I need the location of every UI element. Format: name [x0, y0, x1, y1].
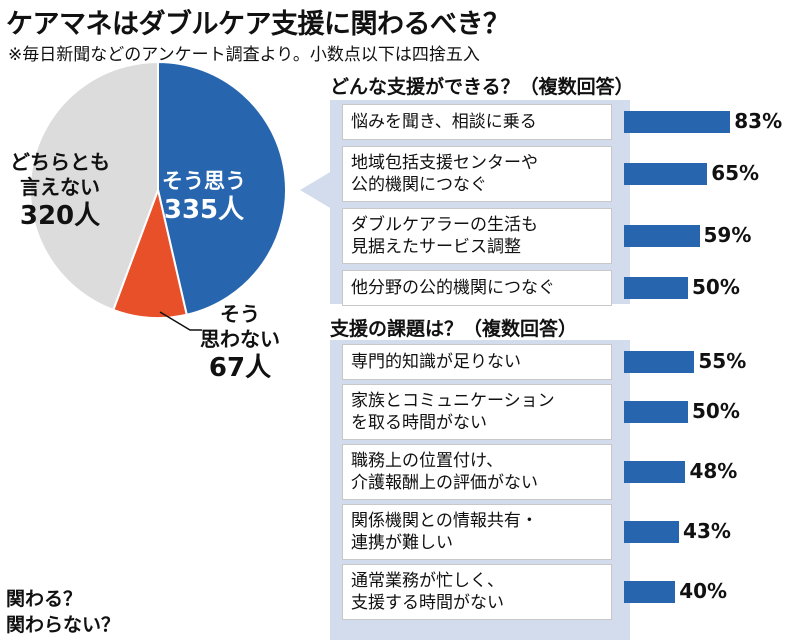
issue-bar — [624, 521, 680, 543]
issue-bar — [624, 401, 688, 423]
pie-slice-neutral — [29, 60, 159, 312]
support-section-title: どんな支援ができる？（複数回答） — [330, 76, 634, 98]
support-category-label: 悩みを聞き、相談に乗る — [342, 104, 612, 140]
chart-subtitle: ※毎日新聞などのアンケート調査より。小数点以下は四捨五入 — [8, 45, 480, 65]
issue-bar-value-label: 55% — [698, 349, 747, 373]
issue-bar-value-label: 50% — [692, 399, 740, 423]
issue-bar-value-label: 40% — [679, 579, 728, 603]
issue-bar — [624, 351, 695, 373]
issue-category-label: 家族とコミュニケーション を取る時間がない — [342, 384, 612, 440]
pie-slice-yes — [157, 60, 287, 316]
issue-bar — [624, 581, 676, 603]
pie-label-neutral-text-2: 言えない — [20, 175, 100, 199]
support-category-label: 他分野の公的機関につなぐ — [342, 270, 612, 306]
support-bar — [624, 111, 731, 133]
chart-title: ケアマネはダブルケア支援に関わるべき？ — [6, 9, 510, 40]
support-bar — [624, 225, 700, 247]
issue-category-label: 通常業務が忙しく、 支援する時間がない — [342, 564, 612, 620]
support-bar — [624, 277, 688, 299]
issues-section-title: 支援の課題は？（複数回答） — [330, 318, 578, 340]
support-bar — [624, 163, 708, 185]
support-category-label: ダブルケアラーの生活も 見据えたサービス調整 — [342, 208, 612, 264]
issue-category-label: 職務上の位置付け、 介護報酬上の評価がない — [342, 444, 612, 500]
issue-bar — [624, 461, 686, 483]
pie-label-yes: そう思う 335人 — [162, 168, 246, 227]
pie-label-yes-text: そう思う — [162, 169, 246, 193]
pie-label-yes-count: 335人 — [163, 195, 245, 226]
pie-label-no-count: 67人 — [208, 353, 272, 383]
issue-bar-value-label: 48% — [689, 459, 738, 483]
support-bar-value-label: 50% — [692, 275, 740, 299]
support-bar-value-label: 83% — [734, 109, 783, 133]
support-bar-value-label: 65% — [711, 161, 760, 185]
thought-bubble-text: 関わる？ 関わらない？ — [6, 588, 121, 636]
support-category-label: 地域包括支援センターや 公的機関につなぐ — [342, 146, 612, 202]
support-bar-value-label: 59% — [703, 223, 752, 247]
pie-label-neutral-count: 320人 — [19, 201, 101, 231]
pie-leader-line — [159, 311, 202, 331]
issue-category-label: 専門的知識が足りない — [342, 344, 612, 380]
pie-label-neutral: どちらとも 言えない 320人 — [10, 150, 110, 233]
pie-label-no-text-1: そう — [220, 302, 260, 326]
issue-category-label: 関係機関との情報共有・ 連携が難しい — [342, 504, 612, 560]
pie-label-no-text-2: 思わない — [200, 327, 280, 351]
issue-bar-value-label: 43% — [683, 519, 731, 543]
pie-label-no: そう 思わない 67人 — [200, 302, 280, 385]
pie-label-neutral-text-1: どちらとも — [10, 150, 110, 174]
